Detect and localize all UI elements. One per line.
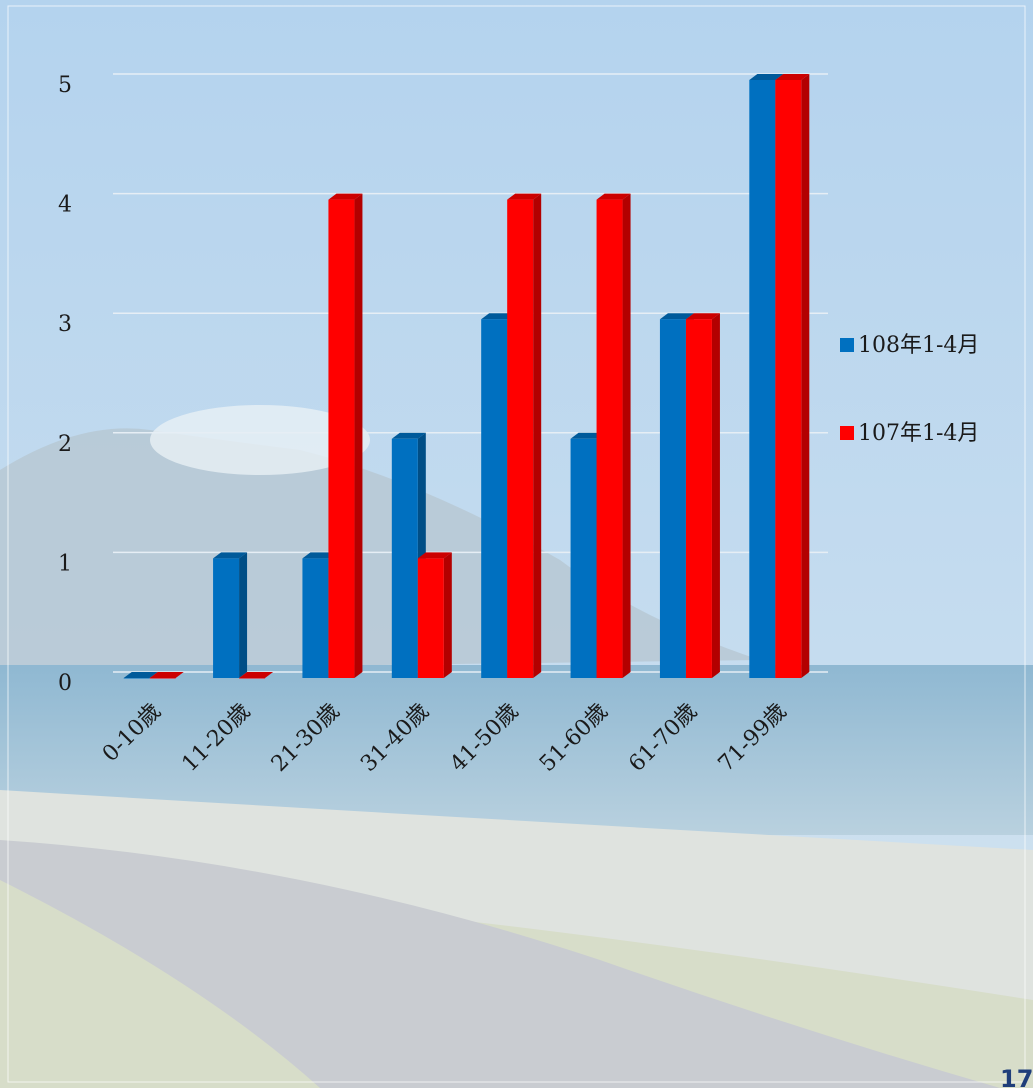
bar [775, 74, 810, 678]
bar [417, 552, 452, 678]
bar-front [570, 438, 597, 678]
bar-side [354, 193, 363, 678]
bar-front [659, 319, 686, 678]
legend-swatch [840, 338, 854, 352]
background-road [0, 840, 1000, 1088]
y-tick-label: 0 [58, 671, 72, 696]
legend-swatch [840, 426, 854, 440]
bar-side [801, 74, 810, 678]
bar [328, 193, 363, 678]
bar-front [302, 558, 329, 678]
bar-top [685, 313, 720, 320]
bar-top [659, 313, 694, 320]
bar-top [391, 432, 426, 439]
page-number: 17 [1000, 1065, 1033, 1088]
bar-front [391, 438, 418, 678]
y-tick-label: 1 [58, 551, 72, 576]
bar [239, 672, 274, 679]
background-mountain [0, 428, 760, 670]
bar-side [622, 193, 631, 678]
bar-front [213, 558, 240, 678]
bar-top [149, 672, 184, 678]
frame [7, 5, 1026, 1083]
bar [213, 552, 248, 678]
bar [149, 672, 184, 679]
bar-top [596, 193, 631, 200]
background-cloud [150, 405, 370, 475]
bar-front [775, 80, 802, 678]
y-tick-label: 2 [58, 432, 72, 457]
bar-top [213, 552, 248, 559]
bar-front [685, 319, 712, 678]
bar-top [123, 672, 158, 678]
bar-side [239, 552, 248, 678]
bar-front [328, 199, 355, 678]
bar [507, 193, 542, 678]
bar-front [749, 80, 776, 678]
bar [596, 193, 631, 678]
bar-side [443, 552, 452, 678]
bar-top [239, 672, 274, 678]
bar-top [749, 74, 784, 80]
bar-top [481, 313, 516, 320]
bar-front [239, 678, 266, 679]
bar-front [417, 558, 444, 678]
bar-front [481, 319, 508, 678]
y-tick-label: 5 [58, 73, 72, 98]
bar-front [149, 678, 176, 679]
bar-top [302, 552, 337, 559]
bar-top [507, 193, 542, 200]
legend-label: 107年1-4月 [858, 421, 979, 446]
bar-front [507, 199, 534, 678]
y-tick-label: 4 [58, 193, 72, 218]
bar-top [417, 552, 452, 559]
bar-front [596, 199, 623, 678]
bar-top [328, 193, 363, 200]
bar-top [775, 74, 810, 80]
legend-label: 108年1-4月 [858, 333, 979, 358]
bar-side [533, 193, 542, 678]
bar-side [711, 313, 720, 678]
bar [123, 672, 158, 679]
bar-front [123, 678, 150, 679]
y-tick-label: 3 [58, 312, 72, 337]
bar [685, 313, 720, 678]
bar-top [570, 432, 605, 439]
